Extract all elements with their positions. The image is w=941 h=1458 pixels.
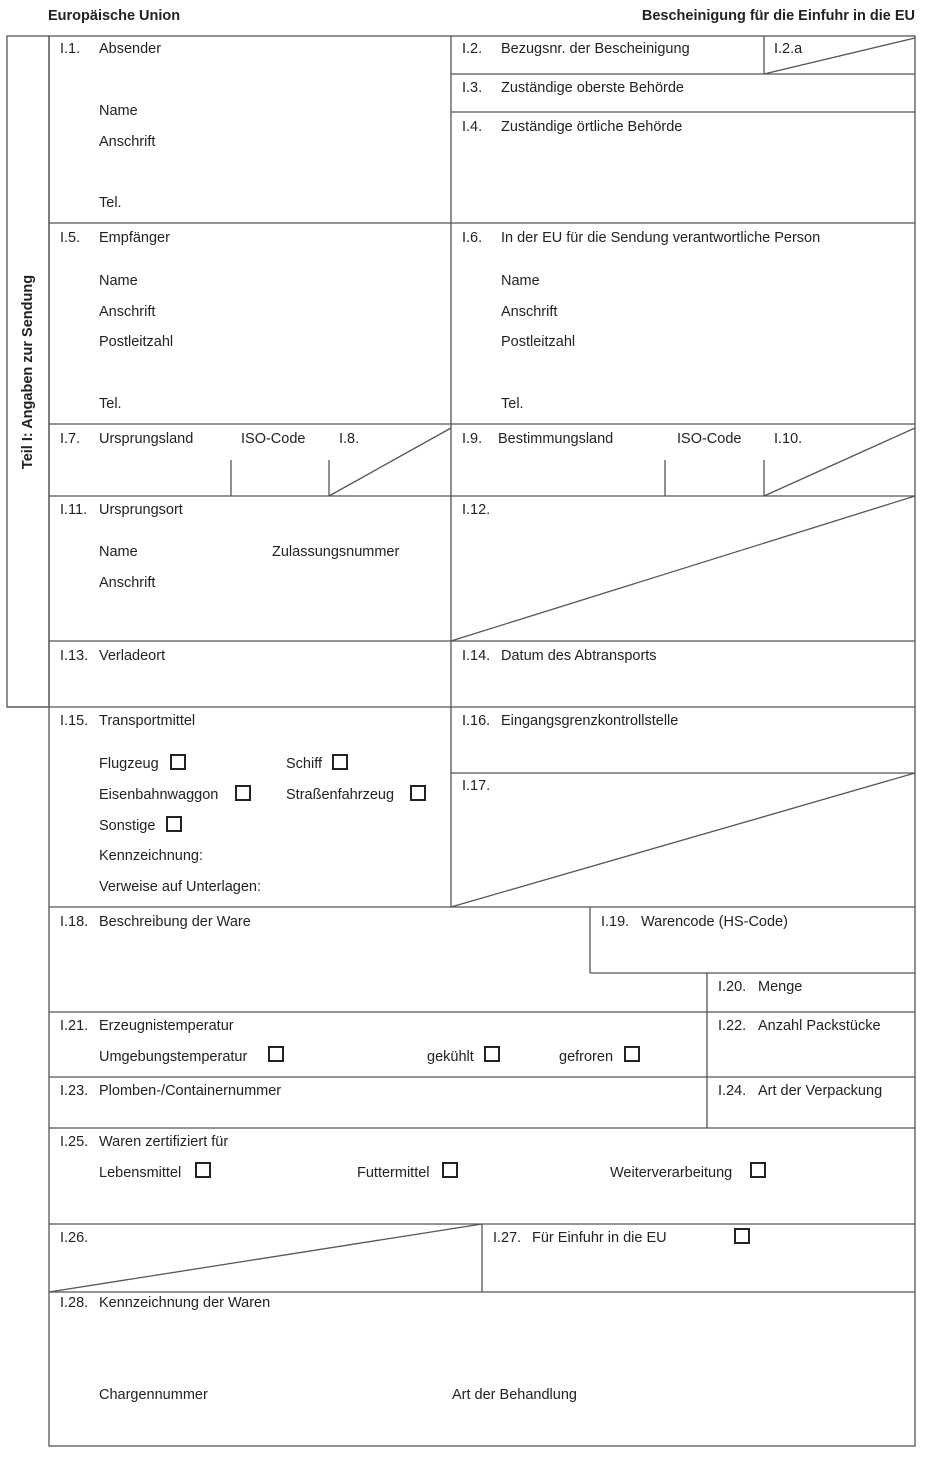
import-eu-checkbox[interactable]	[734, 1228, 750, 1244]
i28-treatment: Art der Behandlung	[452, 1387, 577, 1403]
i15-title: Transportmittel	[99, 713, 196, 729]
i13-num: I.13.	[60, 648, 89, 664]
i11-title: Ursprungsort	[99, 502, 183, 518]
i27-num: I.27.	[493, 1230, 522, 1246]
i5-name: Name	[99, 273, 138, 289]
i21-ambient-label: Umgebungstemperatur	[99, 1049, 248, 1065]
i21-chilled-label: gekühlt	[427, 1049, 474, 1065]
other-checkbox[interactable]	[166, 816, 182, 832]
i15-num: I.15.	[60, 713, 89, 729]
i15-docs: Verweise auf Unterlagen:	[99, 879, 262, 895]
i21-frozen-label: gefroren	[559, 1049, 614, 1065]
i13-title: Verladeort	[99, 648, 166, 664]
i24-title: Art der Verpackung	[758, 1083, 883, 1099]
i18-title: Beschreibung der Ware	[99, 914, 251, 930]
i5-zip: Postleitzahl	[99, 334, 174, 350]
i18-num: I.18.	[60, 914, 89, 930]
i19-num: I.19.	[601, 914, 630, 930]
i5-tel: Tel.	[99, 396, 122, 412]
i25-num: I.25.	[60, 1134, 89, 1150]
i11-name: Name	[99, 544, 138, 560]
i4-title: Zuständige örtliche Behörde	[501, 119, 683, 135]
i25-title: Waren zertifiziert für	[99, 1134, 229, 1150]
i6-num: I.6.	[462, 230, 483, 246]
i5-title: Empfänger	[99, 230, 170, 246]
i24-num: I.24.	[718, 1083, 747, 1099]
i12-num: I.12.	[462, 502, 491, 518]
header-left: Europäische Union	[48, 8, 181, 24]
i21-title: Erzeugnistemperatur	[99, 1018, 234, 1034]
i6-address: Anschrift	[501, 304, 558, 320]
i15-ident: Kennzeichnung:	[99, 848, 203, 864]
i28-num: I.28.	[60, 1295, 89, 1311]
i6-name: Name	[501, 273, 540, 289]
i16-title: Eingangsgrenzkontrollstelle	[501, 713, 679, 729]
i11-approval: Zulassungsnummer	[272, 544, 400, 560]
i23-num: I.23.	[60, 1083, 89, 1099]
feed-checkbox[interactable]	[442, 1162, 458, 1178]
i3-num: I.3.	[462, 80, 483, 96]
i28-title: Kennzeichnung der Waren	[99, 1295, 271, 1311]
i10-num: I.10.	[774, 431, 803, 447]
frozen-checkbox[interactable]	[624, 1046, 640, 1062]
i15-rail-label: Eisenbahnwaggon	[99, 787, 219, 803]
i9-num: I.9.	[462, 431, 483, 447]
i25-feed-label: Futtermittel	[357, 1165, 430, 1181]
i2-num: I.2.	[462, 41, 483, 57]
i7-iso: ISO-Code	[241, 431, 306, 447]
i7-title: Ursprungsland	[99, 431, 194, 447]
i6-tel: Tel.	[501, 396, 524, 412]
side-label: Teil I: Angaben zur Sendung	[20, 274, 36, 470]
i15-other-label: Sonstige	[99, 818, 156, 834]
i19-title: Warencode (HS-Code)	[641, 914, 788, 930]
i26-num: I.26.	[60, 1230, 89, 1246]
i7-num: I.7.	[60, 431, 81, 447]
i1-num: I.1.	[60, 41, 81, 57]
i4-num: I.4.	[462, 119, 483, 135]
chilled-checkbox[interactable]	[484, 1046, 500, 1062]
i23-title: Plomben-/Containernummer	[99, 1083, 282, 1099]
i2a-label: I.2.a	[774, 41, 803, 57]
ship-checkbox[interactable]	[332, 754, 348, 770]
i15-plane-label: Flugzeug	[99, 756, 159, 772]
road-checkbox[interactable]	[410, 785, 426, 801]
i21-num: I.21.	[60, 1018, 89, 1034]
i1-tel: Tel.	[99, 195, 122, 211]
i6-title: In der EU für die Sendung verantwortlich…	[501, 230, 821, 246]
header-right: Bescheinigung für die Einfuhr in die EU	[641, 8, 915, 24]
i2-title: Bezugsnr. der Bescheinigung	[501, 41, 690, 57]
ambient-checkbox[interactable]	[268, 1046, 284, 1062]
i16-num: I.16.	[462, 713, 491, 729]
i5-num: I.5.	[60, 230, 81, 246]
i20-num: I.20.	[718, 979, 747, 995]
i15-ship-label: Schiff	[286, 756, 323, 772]
i11-num: I.11.	[60, 502, 88, 518]
i20-title: Menge	[758, 979, 803, 995]
i14-title: Datum des Abtransports	[501, 648, 657, 664]
i25-food-label: Lebensmittel	[99, 1165, 182, 1181]
i22-num: I.22.	[718, 1018, 747, 1034]
processing-checkbox[interactable]	[750, 1162, 766, 1178]
i1-title: Absender	[99, 41, 162, 57]
i9-iso: ISO-Code	[677, 431, 742, 447]
i25-processing-label: Weiterverarbeitung	[610, 1165, 733, 1181]
i15-road-label: Straßenfahrzeug	[286, 787, 395, 803]
i1-address: Anschrift	[99, 134, 156, 150]
i6-zip: Postleitzahl	[501, 334, 576, 350]
i5-address: Anschrift	[99, 304, 156, 320]
i28-batch: Chargennummer	[99, 1387, 208, 1403]
i8-num: I.8.	[339, 431, 360, 447]
i17-num: I.17.	[462, 778, 491, 794]
i14-num: I.14.	[462, 648, 491, 664]
i22-title: Anzahl Packstücke	[758, 1018, 881, 1034]
i1-name: Name	[99, 103, 138, 119]
i3-title: Zuständige oberste Behörde	[501, 80, 684, 96]
plane-checkbox[interactable]	[170, 754, 186, 770]
i11-address: Anschrift	[99, 575, 156, 591]
i27-title: Für Einfuhr in die EU	[532, 1230, 667, 1246]
food-checkbox[interactable]	[195, 1162, 211, 1178]
rail-checkbox[interactable]	[235, 785, 251, 801]
i9-title: Bestimmungsland	[498, 431, 614, 447]
